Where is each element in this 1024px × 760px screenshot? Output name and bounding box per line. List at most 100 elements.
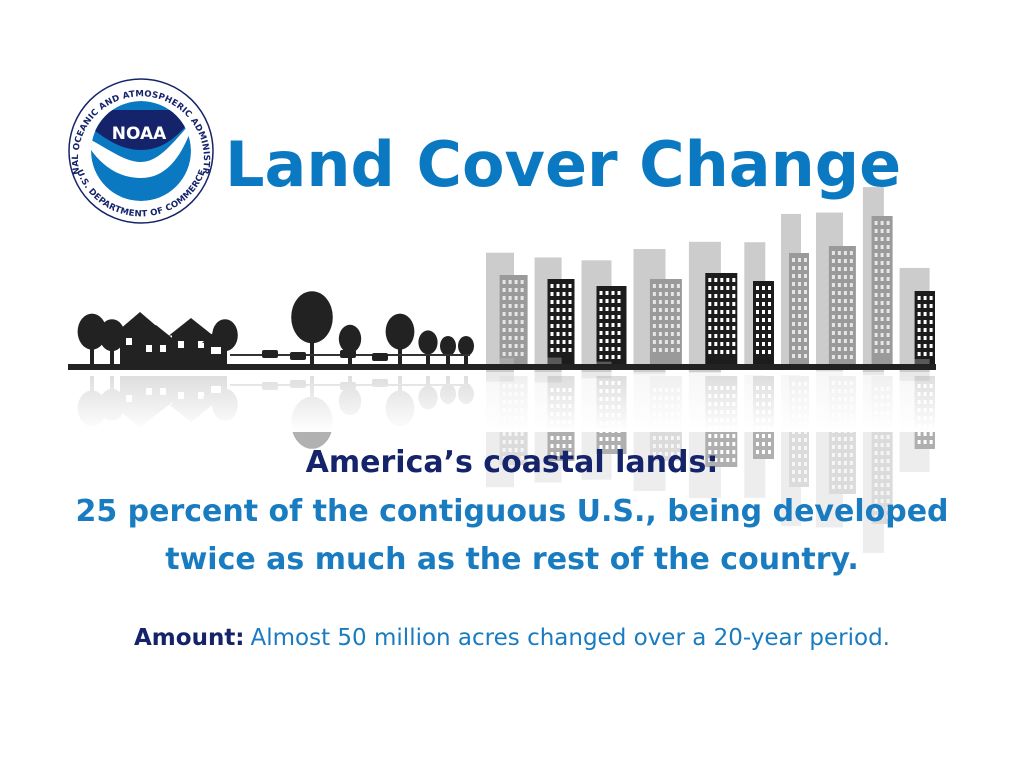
building-window [562, 332, 566, 336]
tree-crown [338, 324, 362, 353]
building-window [568, 284, 572, 288]
building-window [605, 355, 609, 359]
building-window [726, 326, 730, 330]
tree-trunk [398, 342, 402, 364]
building-window [874, 483, 878, 487]
building-window [880, 325, 884, 329]
building-window [676, 324, 680, 328]
building-window [556, 324, 560, 328]
building-window [880, 237, 884, 241]
building-window [762, 450, 765, 454]
building-window [732, 434, 736, 438]
building-window [732, 458, 736, 462]
building-window [550, 332, 554, 336]
building-window [514, 440, 518, 444]
building-window [676, 316, 680, 320]
building-window [837, 283, 841, 287]
building-window [508, 344, 512, 348]
building-window [880, 269, 884, 273]
building-window [732, 302, 736, 306]
building-window [664, 444, 668, 448]
building-window [849, 339, 853, 343]
building-window [652, 348, 656, 352]
tree-trunk [110, 344, 114, 364]
building-window [502, 320, 506, 324]
building-window [886, 515, 890, 519]
house [137, 325, 175, 364]
building-window [923, 352, 927, 356]
building-window [843, 485, 847, 489]
building-window [798, 306, 801, 310]
building-window [831, 251, 835, 255]
building-window [520, 432, 524, 436]
building-window [520, 440, 524, 444]
reflection-fade [60, 372, 950, 432]
building-window [605, 291, 609, 295]
building-window [804, 478, 807, 482]
building-window [658, 308, 662, 312]
building-window [714, 334, 718, 338]
building-window [508, 352, 512, 356]
building-window [843, 275, 847, 279]
building-window [720, 458, 724, 462]
building-window [508, 280, 512, 284]
building-window [720, 342, 724, 346]
building-window [831, 477, 835, 481]
building-window [520, 344, 524, 348]
building-window [874, 349, 878, 353]
building-window [843, 331, 847, 335]
building-window [562, 340, 566, 344]
building-window [874, 507, 878, 511]
body-line: 25 percent of the contiguous U.S., being… [75, 494, 948, 529]
building-window [568, 444, 572, 448]
building-window [670, 436, 674, 440]
building-window [831, 331, 835, 335]
building-window [562, 316, 566, 320]
building-window [652, 308, 656, 312]
building-window [843, 283, 847, 287]
building-window [556, 444, 560, 448]
logo-top [91, 110, 191, 150]
building-window [732, 450, 736, 454]
building-window [874, 499, 878, 503]
building-window [831, 453, 835, 457]
building-window [792, 338, 795, 342]
building-window [762, 326, 765, 330]
building-window [843, 445, 847, 449]
house-window [126, 338, 132, 345]
building-window [880, 293, 884, 297]
building-window [923, 296, 927, 300]
building-window [880, 459, 884, 463]
building-window [508, 432, 512, 436]
building-window [831, 347, 835, 351]
building-window [514, 296, 518, 300]
building-window [714, 302, 718, 306]
building-window [762, 302, 765, 306]
amount-text: Almost 50 million acres changed over a 2… [251, 625, 890, 651]
building-window [843, 477, 847, 481]
building-window [768, 310, 771, 314]
building-window [726, 350, 730, 354]
building-window [550, 436, 554, 440]
building-window [550, 324, 554, 328]
building-window [762, 318, 765, 322]
building-window [658, 292, 662, 296]
building-window [843, 307, 847, 311]
building-window [792, 454, 795, 458]
building-window [611, 437, 615, 441]
building-window [611, 299, 615, 303]
building-window [849, 461, 853, 465]
building-window [886, 221, 890, 225]
building-window [798, 462, 801, 466]
building-window [798, 454, 801, 458]
building-window [837, 315, 841, 319]
building-window [886, 499, 890, 503]
building-window [874, 301, 878, 305]
building-window [792, 314, 795, 318]
building-window [792, 306, 795, 310]
tree-crown [99, 319, 125, 352]
building-window [605, 307, 609, 311]
building-window [562, 436, 566, 440]
building-window [708, 286, 712, 290]
building-window [550, 316, 554, 320]
